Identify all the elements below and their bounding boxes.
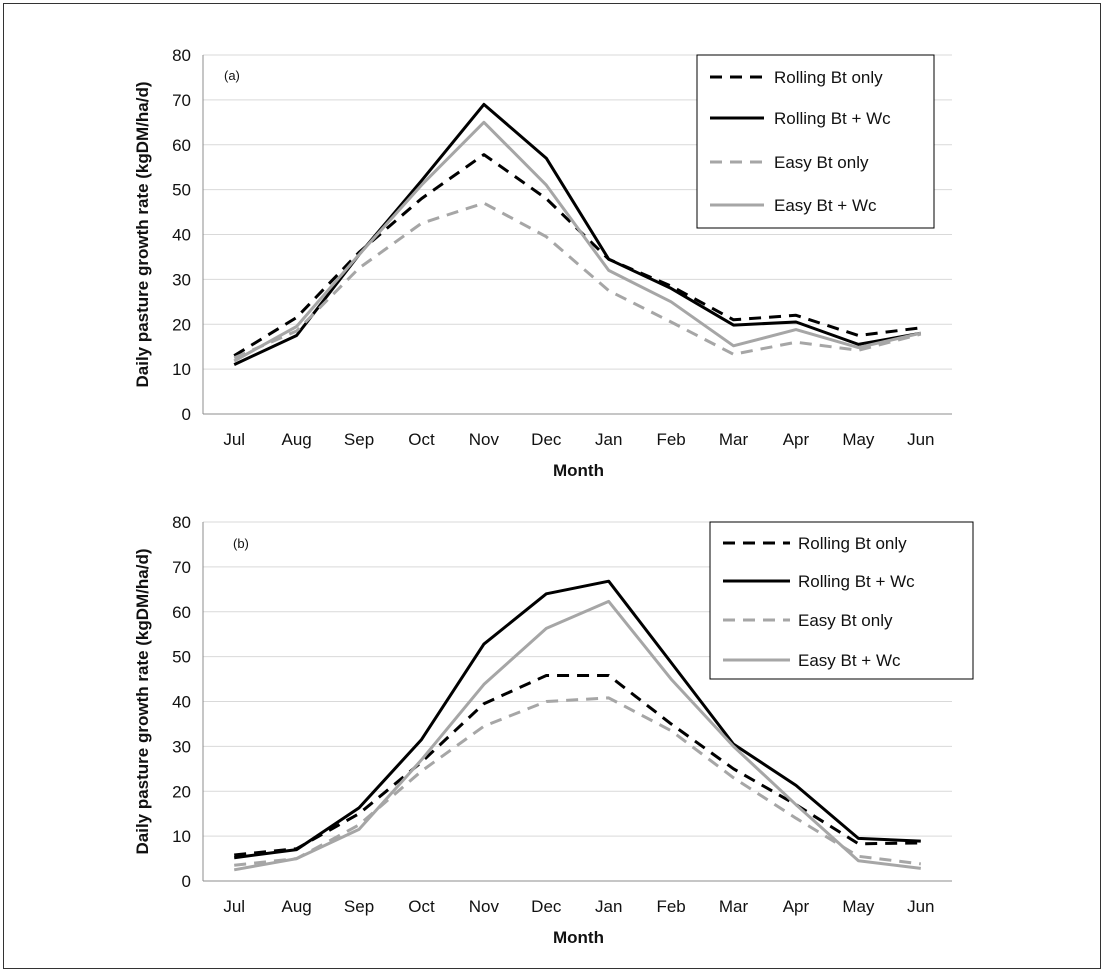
y-tick-label: 70 [172,91,191,110]
chart-panel-2: 0 10 20 30 40 50 60 70 80 Jul Aug Sep Oct Nov Dec Jan Fe… [133,513,974,947]
y-tick-label: 10 [172,827,191,846]
y-tick-label: 70 [172,558,191,577]
series-line-3 [233,201,922,360]
x-tick-label: Sep [344,430,374,449]
y-tick-label: 80 [172,513,191,532]
x-tick-label: Jan [595,430,622,449]
legend-label: Rolling Bt + Wc [798,572,915,591]
legend: Rolling Bt only Rolling Bt + Wc Easy Bt on… [696,54,935,229]
x-tick-label: Oct [408,430,435,449]
y-tick-label: 30 [172,270,191,289]
y-tick-label: 10 [172,360,191,379]
x-tick-label: Feb [656,430,685,449]
y-axis-title: Daily pasture growth rate (kgDM/ha/d) [133,548,152,854]
y-tick-label: 40 [172,693,191,712]
x-tick-label: Mar [719,430,749,449]
legend-box [696,54,935,229]
x-tick-label: Aug [282,897,312,916]
x-tick-label: Jul [223,897,245,916]
legend-box [709,521,974,680]
x-tick-label: Mar [719,897,749,916]
x-tick-label: Oct [408,897,435,916]
x-tick-label: Nov [469,430,500,449]
legend-label: Easy Bt only [774,153,869,172]
legend-label: Rolling Bt only [798,534,907,553]
x-tick-label: Dec [531,430,562,449]
y-tick-label: 60 [172,136,191,155]
y-tick-label: 40 [172,226,191,245]
y-tick-label: 20 [172,315,191,334]
x-tick-label: May [842,897,875,916]
x-tick-label: Jul [223,430,245,449]
y-axis-title: Daily pasture growth rate (kgDM/ha/d) [133,81,152,387]
y-tick-label: 60 [172,603,191,622]
y-tick-label: 20 [172,782,191,801]
x-tick-label: Sep [344,897,374,916]
legend-label: Easy Bt + Wc [774,196,877,215]
y-tick-label: 50 [172,648,191,667]
x-axis-title: Month [553,928,604,947]
y-tick-label: 80 [172,46,191,65]
figure-border [3,3,1101,969]
series-line-1 [234,674,921,857]
x-tick-label: Apr [783,430,810,449]
series-line-3 [234,696,921,867]
y-tick-label: 0 [182,872,191,891]
x-axis-title: Month [553,461,604,480]
series-line-2 [234,579,921,860]
y-tick-label: 0 [182,405,191,424]
x-tick-label: May [842,430,875,449]
x-tick-label: Aug [282,430,312,449]
x-tick-label: Dec [531,897,562,916]
x-tick-label: Jan [595,897,622,916]
legend-label: Rolling Bt only [774,68,883,87]
x-tick-label: Jun [907,430,934,449]
legend-label: Easy Bt + Wc [798,651,901,670]
x-tick-label: Jun [907,897,934,916]
chart-panel-1: 0 10 20 30 40 50 60 70 80 Jul Aug Sep Oct Nov Dec Jan Fe… [133,46,952,480]
x-tick-label: Feb [656,897,685,916]
panel-label: (a) [224,68,240,83]
legend-label: Easy Bt only [798,611,893,630]
y-tick-label: 50 [172,181,191,200]
legend-label: Rolling Bt + Wc [774,109,891,128]
x-tick-label: Nov [469,897,500,916]
series-line-4 [233,599,921,872]
legend: Rolling Bt only Rolling Bt + Wc Easy Bt on… [709,521,974,680]
x-tick-label: Apr [783,897,810,916]
y-tick-label: 30 [172,737,191,756]
panel-label: (b) [233,536,249,551]
series-line-4 [233,120,922,363]
